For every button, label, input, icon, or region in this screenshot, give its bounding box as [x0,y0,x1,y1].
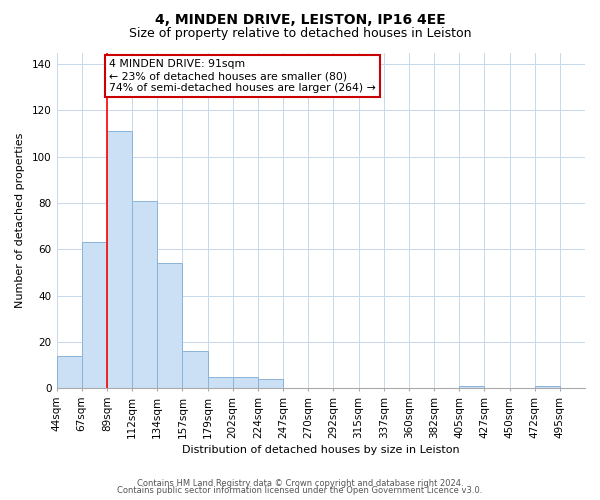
Y-axis label: Number of detached properties: Number of detached properties [15,132,25,308]
Bar [208,376,233,388]
Bar [56,356,82,388]
Bar [107,131,132,388]
Bar [82,242,107,388]
Bar [182,351,208,389]
X-axis label: Distribution of detached houses by size in Leiston: Distribution of detached houses by size … [182,445,460,455]
Text: Size of property relative to detached houses in Leiston: Size of property relative to detached ho… [129,28,471,40]
Text: 4 MINDEN DRIVE: 91sqm
← 23% of detached houses are smaller (80)
74% of semi-deta: 4 MINDEN DRIVE: 91sqm ← 23% of detached … [109,60,376,92]
Bar [233,376,258,388]
Bar [132,200,157,388]
Text: Contains HM Land Registry data © Crown copyright and database right 2024.: Contains HM Land Registry data © Crown c… [137,478,463,488]
Bar [157,263,182,388]
Text: Contains public sector information licensed under the Open Government Licence v3: Contains public sector information licen… [118,486,482,495]
Text: 4, MINDEN DRIVE, LEISTON, IP16 4EE: 4, MINDEN DRIVE, LEISTON, IP16 4EE [155,12,445,26]
Bar [535,386,560,388]
Bar [258,379,283,388]
Bar [459,386,484,388]
